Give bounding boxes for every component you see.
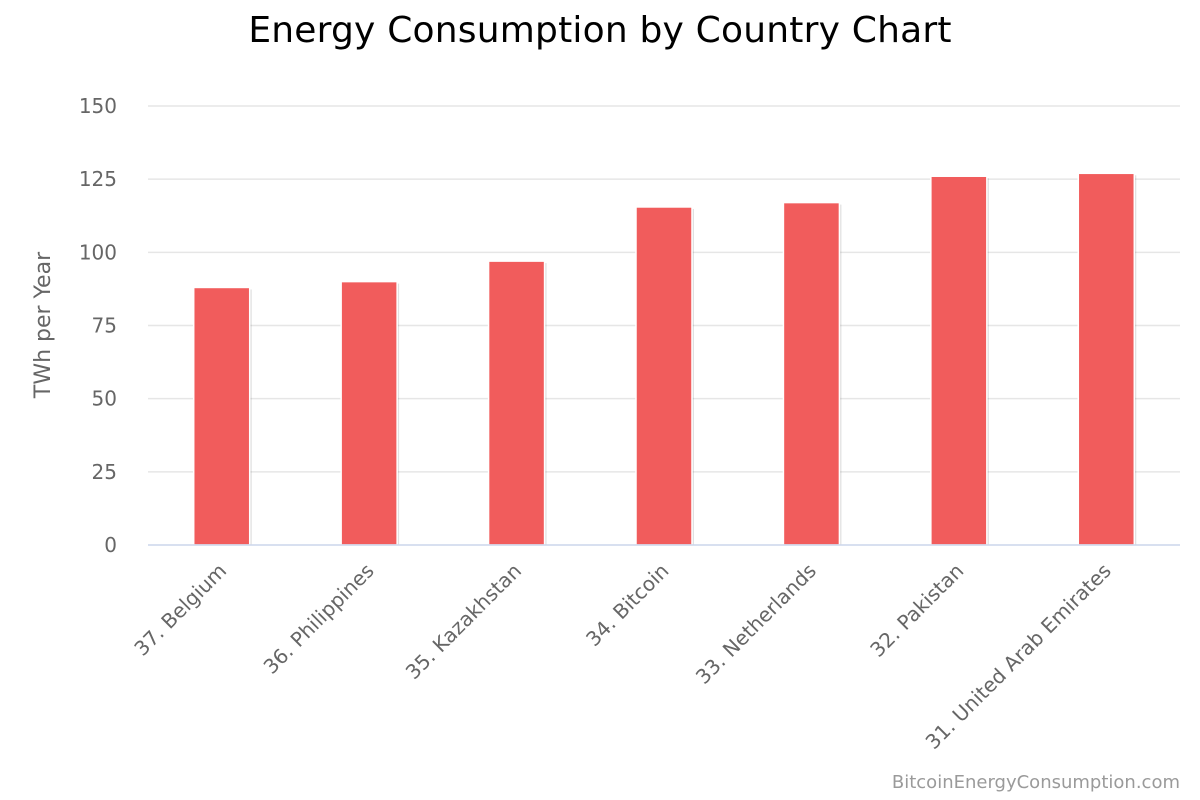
- x-tick-label: 33. Netherlands: [691, 559, 821, 689]
- bar[interactable]: [1077, 172, 1136, 546]
- y-tick-label: 25: [92, 460, 117, 484]
- x-axis-labels: 37. Belgium 36. Philippines 35. Kazakhstan…: [129, 559, 1116, 754]
- y-tick-label: 150: [79, 94, 117, 118]
- bar[interactable]: [340, 280, 398, 546]
- y-tick-label: 50: [92, 387, 117, 411]
- y-axis-ticks: 0 25 50 75 100 125 150: [79, 94, 117, 557]
- y-tick-label: 100: [79, 240, 117, 264]
- x-tick-label: 32. Pakistan: [865, 559, 968, 662]
- bar[interactable]: [930, 175, 988, 546]
- y-tick-label: 75: [92, 314, 117, 338]
- x-tick-label: 34. Bitcoin: [581, 559, 673, 651]
- y-tick-label: 0: [104, 533, 117, 557]
- bar[interactable]: [487, 260, 546, 546]
- bar[interactable]: [192, 286, 251, 546]
- bar[interactable]: [782, 201, 841, 546]
- x-tick-label: 35. Kazakhstan: [401, 559, 526, 684]
- bar-series: [192, 172, 1137, 546]
- y-tick-label: 125: [79, 167, 117, 191]
- y-axis-label: TWh per Year: [31, 251, 56, 399]
- bar[interactable]: [635, 206, 693, 546]
- chart-title: Energy Consumption by Country Chart: [248, 10, 952, 51]
- x-tick-label: 37. Belgium: [129, 559, 231, 661]
- x-tick-label: 36. Philippines: [259, 559, 379, 679]
- credit-link[interactable]: BitcoinEnergyConsumption.com: [891, 772, 1180, 793]
